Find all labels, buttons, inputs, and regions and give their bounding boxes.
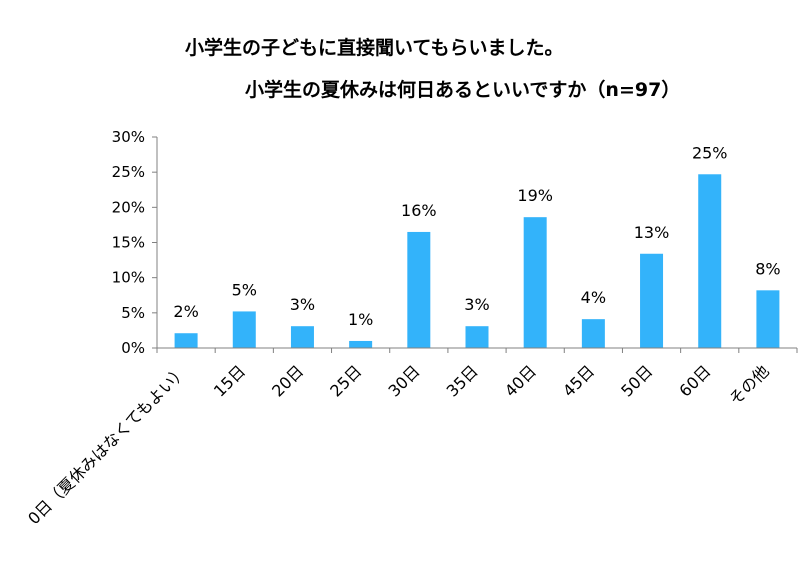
- y-tick-label: 15%: [112, 234, 145, 252]
- data-label: 4%: [581, 288, 606, 307]
- x-axis: 0日（夏休みはなくてもよい） 15日 20日 25日 30日 35日 40日 45日 50日 60…: [24, 347, 798, 528]
- data-label: 19%: [517, 186, 553, 205]
- data-label: 3%: [290, 295, 315, 314]
- data-label: 13%: [634, 223, 670, 242]
- data-label: 3%: [464, 295, 489, 314]
- x-category-label: その他: [725, 361, 772, 408]
- x-category-label: 30日: [384, 361, 423, 400]
- x-category-label: 40日: [501, 361, 540, 400]
- bar: [290, 326, 314, 348]
- bar: [465, 326, 489, 348]
- x-category-label: 35日: [443, 361, 482, 400]
- y-tick-label: 10%: [112, 269, 145, 287]
- data-label: 2%: [173, 302, 198, 321]
- bars: [174, 174, 780, 348]
- y-tick-label: 30%: [112, 128, 145, 146]
- bar: [407, 231, 431, 348]
- x-category-label: 20日: [268, 361, 307, 400]
- data-label: 25%: [692, 143, 728, 162]
- bar: [756, 290, 780, 348]
- bar: [349, 340, 373, 348]
- bar: [581, 319, 605, 348]
- bar: [174, 333, 198, 348]
- y-axis: 0% 5% 10% 15% 20% 25% 30%: [112, 128, 158, 357]
- chart-subtitle: 小学生の夏休みは何日あるといいですか（n=97）: [245, 79, 681, 101]
- x-category-label: 15日: [210, 361, 249, 400]
- data-labels: 2% 5% 3% 1% 16% 3% 19% 4% 13% 25% 8%: [173, 143, 780, 329]
- bar: [523, 217, 547, 348]
- bar: [698, 174, 722, 348]
- y-tick-label: 25%: [112, 163, 145, 181]
- x-category-label: 50日: [617, 361, 656, 400]
- y-tick-label: 5%: [121, 304, 145, 322]
- data-label: 5%: [232, 280, 257, 299]
- chart-title: 小学生の子どもに直接聞いてもらいました。: [185, 37, 564, 59]
- data-label: 8%: [755, 259, 780, 278]
- y-tick-label: 20%: [112, 198, 145, 216]
- x-category-label: 0日（夏休みはなくてもよい）: [24, 361, 191, 528]
- data-label: 1%: [348, 310, 373, 329]
- x-category-label: 45日: [559, 361, 598, 400]
- x-category-label: 25日: [326, 361, 365, 400]
- bar: [232, 311, 256, 348]
- data-label: 16%: [401, 201, 437, 220]
- bar: [640, 253, 664, 348]
- y-tick-label: 0%: [121, 339, 145, 357]
- x-category-label: 60日: [675, 361, 714, 400]
